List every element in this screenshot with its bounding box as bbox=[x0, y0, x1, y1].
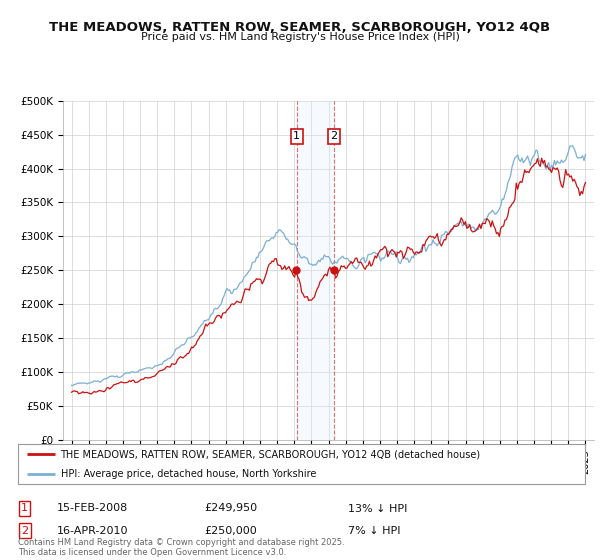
Text: THE MEADOWS, RATTEN ROW, SEAMER, SCARBOROUGH, YO12 4QB: THE MEADOWS, RATTEN ROW, SEAMER, SCARBOR… bbox=[49, 21, 551, 34]
Bar bbox=[297, 101, 334, 440]
Text: HPI: Average price, detached house, North Yorkshire: HPI: Average price, detached house, Nort… bbox=[61, 469, 316, 479]
Text: 2: 2 bbox=[331, 132, 338, 141]
Text: 1: 1 bbox=[293, 132, 301, 141]
Text: 1: 1 bbox=[21, 503, 28, 514]
Text: 7% ↓ HPI: 7% ↓ HPI bbox=[348, 526, 401, 536]
Text: THE MEADOWS, RATTEN ROW, SEAMER, SCARBOROUGH, YO12 4QB (detached house): THE MEADOWS, RATTEN ROW, SEAMER, SCARBOR… bbox=[61, 449, 481, 459]
Text: Contains HM Land Registry data © Crown copyright and database right 2025.
This d: Contains HM Land Registry data © Crown c… bbox=[18, 538, 344, 557]
Text: 16-APR-2010: 16-APR-2010 bbox=[57, 526, 128, 536]
Text: £249,950: £249,950 bbox=[204, 503, 257, 514]
Text: Price paid vs. HM Land Registry's House Price Index (HPI): Price paid vs. HM Land Registry's House … bbox=[140, 32, 460, 43]
Text: 13% ↓ HPI: 13% ↓ HPI bbox=[348, 503, 407, 514]
Text: £250,000: £250,000 bbox=[204, 526, 257, 536]
Text: 15-FEB-2008: 15-FEB-2008 bbox=[57, 503, 128, 514]
Text: 2: 2 bbox=[21, 526, 28, 536]
